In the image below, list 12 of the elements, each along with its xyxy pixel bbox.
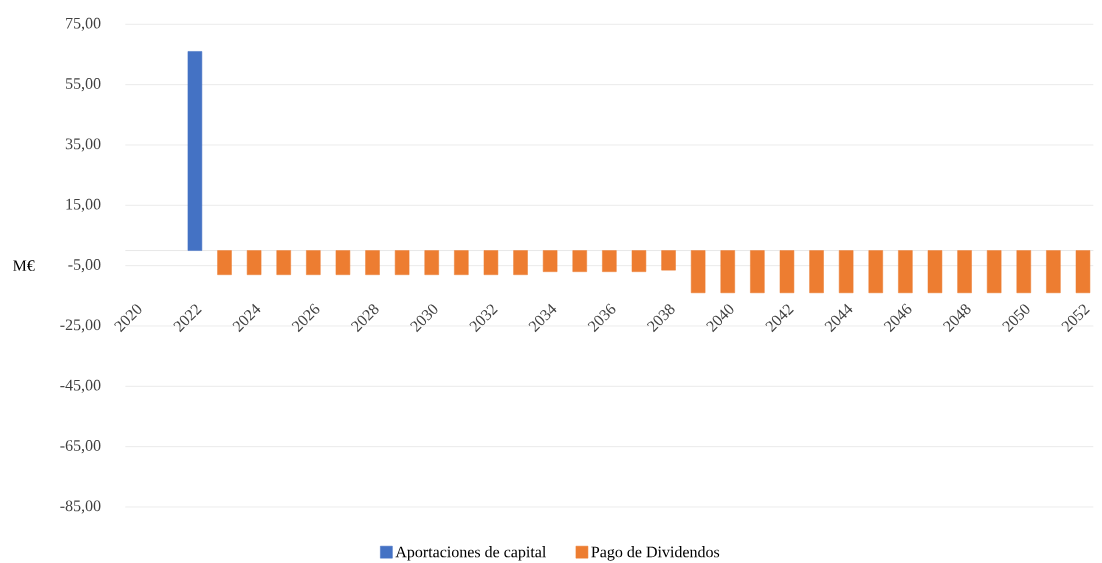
y-tick-label: -25,00 bbox=[60, 319, 101, 333]
y-tick-label: -5,00 bbox=[68, 259, 101, 273]
y-tick-label: 15,00 bbox=[66, 198, 101, 212]
legend-label: Aportaciones de capital bbox=[395, 546, 547, 561]
y-tick-label: -65,00 bbox=[60, 440, 101, 454]
y-tick-label: 55,00 bbox=[66, 78, 101, 92]
y-tick-label: 35,00 bbox=[65, 138, 101, 152]
y-tick-label: -85,00 bbox=[60, 500, 101, 514]
legend-label: Pago de Dividendos bbox=[591, 546, 720, 561]
y-tick-label: -45,00 bbox=[60, 379, 101, 393]
y-tick-label: 75,00 bbox=[66, 17, 101, 31]
y-axis-title: M€ bbox=[13, 260, 35, 272]
